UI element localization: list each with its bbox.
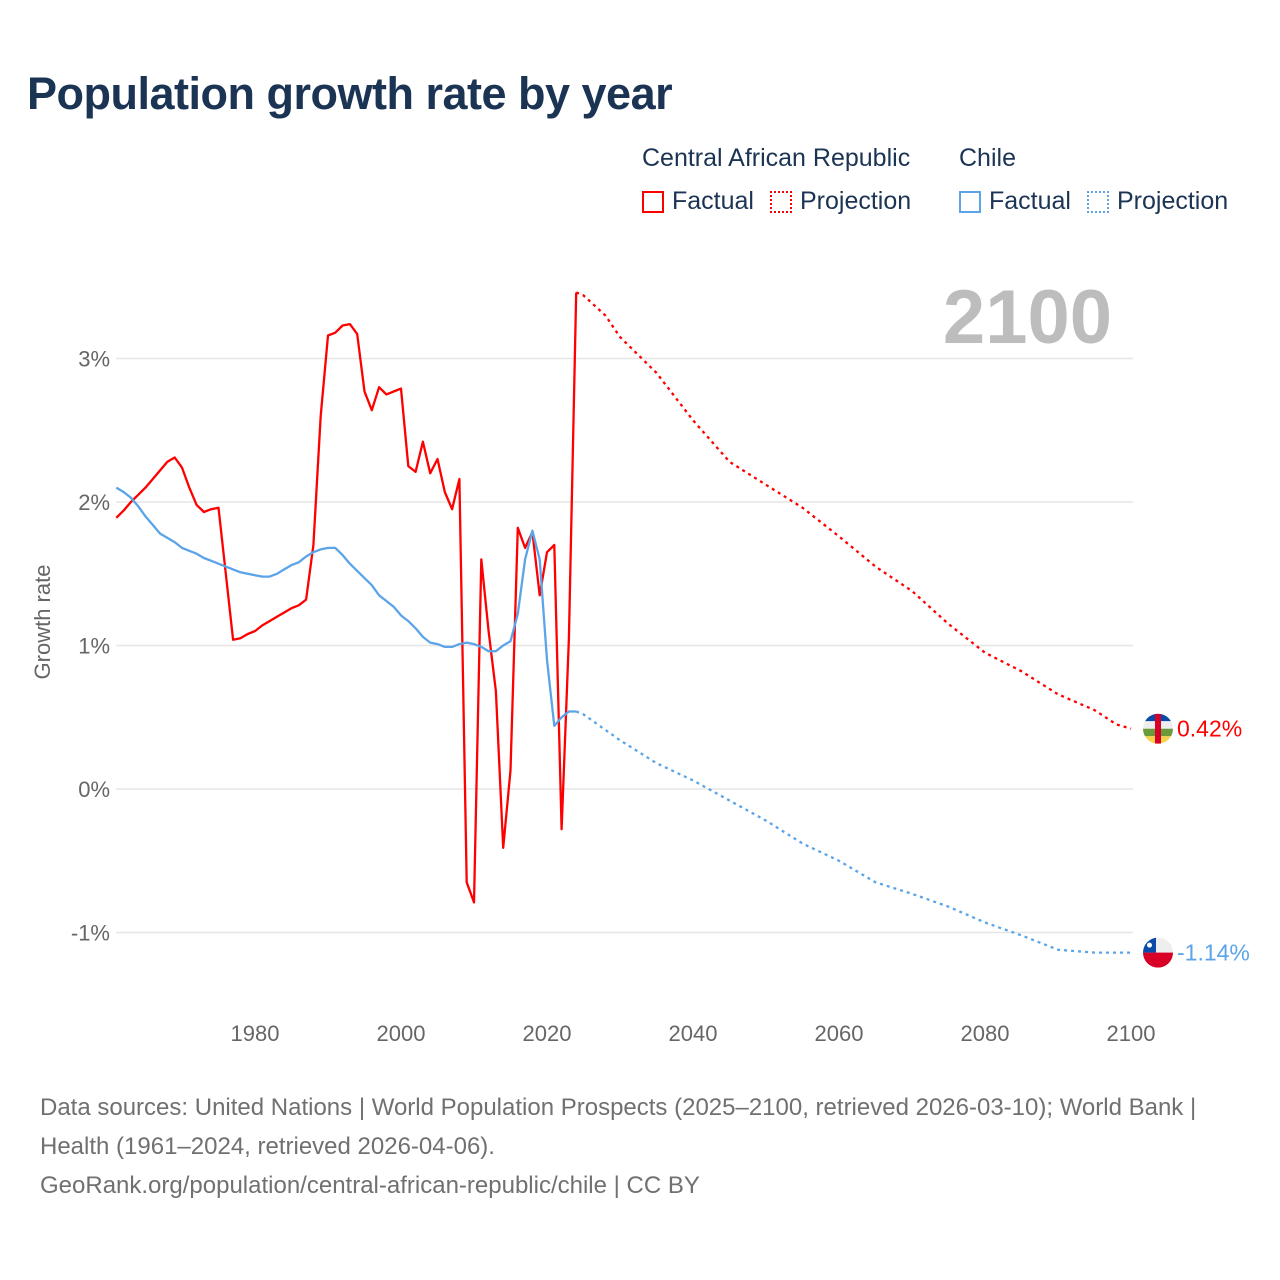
- flag-central-african-republic-icon: [1143, 713, 1173, 744]
- chart-title: Population growth rate by year: [27, 68, 673, 119]
- legend-swatch-solid: [642, 190, 664, 213]
- legend-label: Projection: [1116, 187, 1229, 215]
- flag-chile-icon: [1143, 937, 1173, 968]
- y-tick-label: 3%: [78, 347, 110, 372]
- current-year-label: 2100: [943, 275, 1112, 360]
- x-tick-label: 2040: [669, 1021, 718, 1046]
- legend-group-car: Central African Republic Factual Project…: [642, 144, 927, 216]
- legend-item-car-projection[interactable]: Projection: [769, 187, 912, 216]
- end-value-label: -1.14%: [1177, 940, 1250, 966]
- legend-swatch-solid: [959, 190, 981, 213]
- line-chart: -1%0%1%2%3%1980 2000 2020 2040 2060 2080 2100 …: [30, 275, 1250, 1046]
- legend-swatch-dotted: [769, 190, 792, 213]
- x-tick-label: 2020: [523, 1021, 572, 1046]
- legend-label: Projection: [799, 187, 912, 215]
- x-tick-label: 2080: [961, 1021, 1010, 1046]
- series-line-projection-1: [575, 710, 1131, 954]
- series-line-projection-0: [575, 291, 1132, 730]
- credit-link[interactable]: GeoRank.org/population/central-african-r…: [40, 1172, 700, 1199]
- x-tick-label: 2100: [1107, 1021, 1156, 1046]
- y-axis-label: Growth rate: [30, 565, 55, 680]
- legend-item-chile-projection[interactable]: Projection: [1086, 187, 1229, 216]
- series-line-factual-0: [115, 292, 578, 904]
- legend-item-car-factual[interactable]: Factual: [642, 187, 754, 216]
- y-tick-label: 0%: [78, 777, 110, 802]
- legend-label: Factual: [672, 187, 754, 215]
- legend-item-chile-factual[interactable]: Factual: [959, 187, 1071, 216]
- legend-group-chile: Chile Factual Projection: [959, 144, 1244, 216]
- legend-country-name: Central African Republic: [642, 144, 911, 172]
- legend-country-name: Chile: [959, 144, 1016, 172]
- x-tick-label: 2060: [815, 1021, 864, 1046]
- x-tick-label: 2000: [377, 1021, 426, 1046]
- y-tick-label: 1%: [78, 634, 110, 659]
- legend-label: Factual: [989, 187, 1071, 215]
- y-tick-label: 2%: [78, 490, 110, 515]
- end-value-label: 0.42%: [1177, 716, 1242, 742]
- series-line-factual-1: [115, 486, 577, 728]
- data-sources: Data sources: United Nations | World Pop…: [40, 1094, 1197, 1160]
- x-tick-label: 1980: [231, 1021, 280, 1046]
- y-tick-label: -1%: [71, 921, 110, 946]
- footer: Data sources: United Nations | World Pop…: [40, 1088, 1240, 1205]
- legend-swatch-dotted: [1086, 190, 1109, 213]
